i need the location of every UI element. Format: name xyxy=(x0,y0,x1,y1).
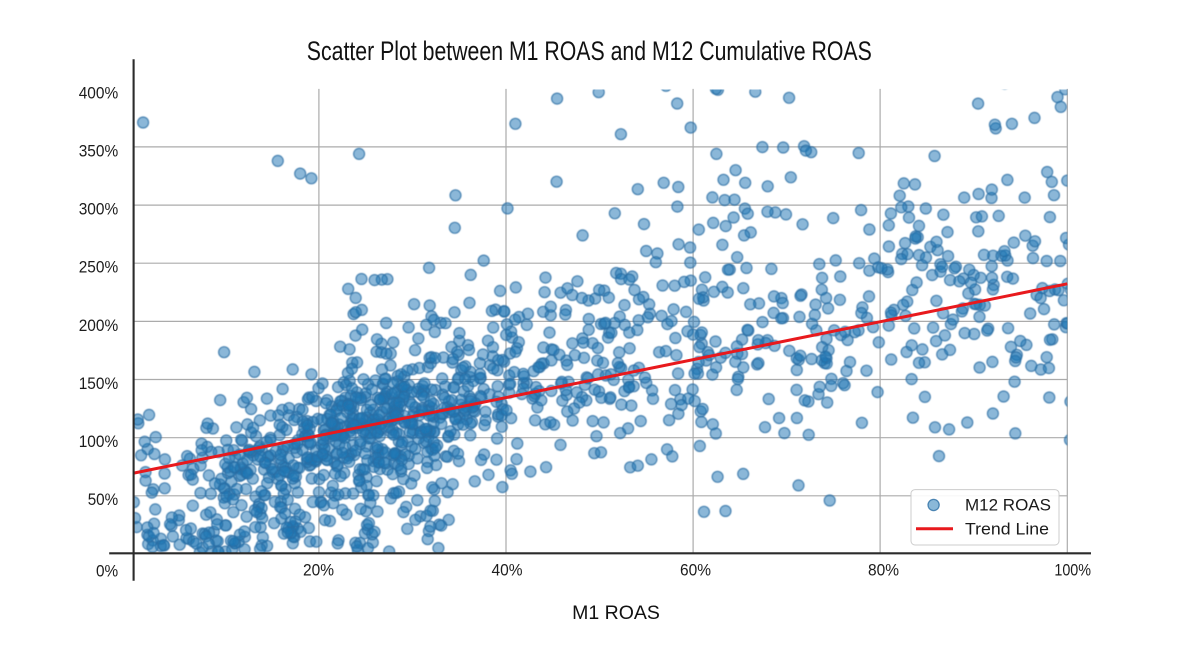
svg-text:200%: 200% xyxy=(79,316,119,335)
svg-text:80%: 80% xyxy=(868,561,899,580)
svg-text:100%: 100% xyxy=(1054,561,1091,580)
svg-text:20%: 20% xyxy=(303,561,334,580)
svg-text:350%: 350% xyxy=(79,141,119,160)
svg-text:250%: 250% xyxy=(79,258,119,277)
svg-text:100%: 100% xyxy=(79,432,119,451)
svg-text:300%: 300% xyxy=(79,200,119,219)
svg-text:50%: 50% xyxy=(88,490,119,509)
svg-text:60%: 60% xyxy=(680,561,711,580)
svg-text:M1 ROAS: M1 ROAS xyxy=(572,602,660,624)
svg-text:400%: 400% xyxy=(79,84,119,103)
svg-text:M12 ROAS: M12 ROAS xyxy=(965,496,1051,515)
svg-text:150%: 150% xyxy=(79,374,119,393)
svg-text:0%: 0% xyxy=(96,561,118,580)
svg-text:Trend Line: Trend Line xyxy=(965,519,1049,538)
svg-text:40%: 40% xyxy=(492,561,523,580)
svg-text:Scatter Plot between M1 ROAS a: Scatter Plot between M1 ROAS and M12 Cum… xyxy=(307,36,872,66)
